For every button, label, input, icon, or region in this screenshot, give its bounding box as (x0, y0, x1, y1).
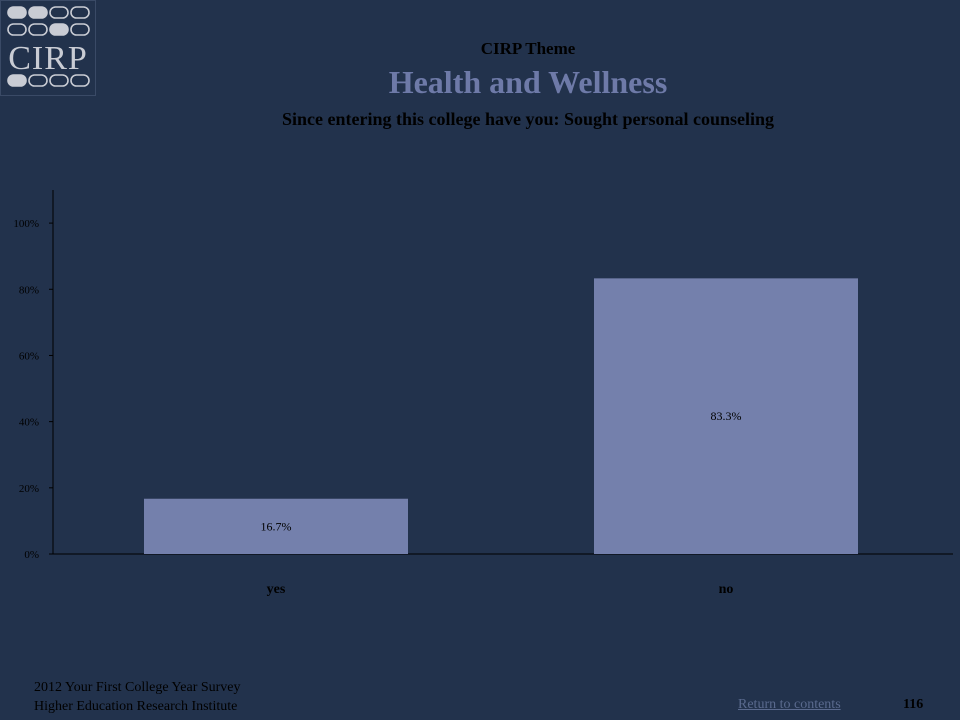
y-tick-label: 80% (19, 284, 39, 296)
survey-name: 2012 Your First College Year Survey (34, 680, 241, 695)
bar-no (594, 278, 858, 554)
return-to-contents-link[interactable]: Return to contents (738, 697, 841, 712)
bar-chart: 0% 20% 40% 60% 80% 100% 16.7% yes 83.3% no (13, 190, 953, 597)
footer-source: 2012 Your First College Year Survey High… (34, 678, 241, 716)
theme-title: Health and Wellness (388, 64, 668, 100)
question-title: Since entering this college have you: So… (281, 109, 775, 129)
page-number: 116 (903, 697, 924, 712)
logo-text: CIRP (8, 40, 88, 77)
x-category-label: no (719, 582, 734, 597)
y-tick-label: 20% (19, 483, 39, 495)
y-tick-label: 40% (19, 417, 39, 429)
bar-value-label: 16.7% (261, 519, 292, 533)
institute-name: Higher Education Research Institute (34, 699, 238, 714)
cirp-logo: CIRP (0, 0, 96, 96)
y-tick-label: 100% (13, 218, 39, 230)
y-tick-label: 0% (24, 549, 39, 561)
bar-yes (144, 498, 408, 554)
theme-label: CIRP Theme (480, 39, 576, 58)
y-tick-label: 60% (19, 350, 39, 362)
bar-value-label: 83.3% (711, 409, 742, 423)
x-category-label: yes (267, 582, 286, 597)
